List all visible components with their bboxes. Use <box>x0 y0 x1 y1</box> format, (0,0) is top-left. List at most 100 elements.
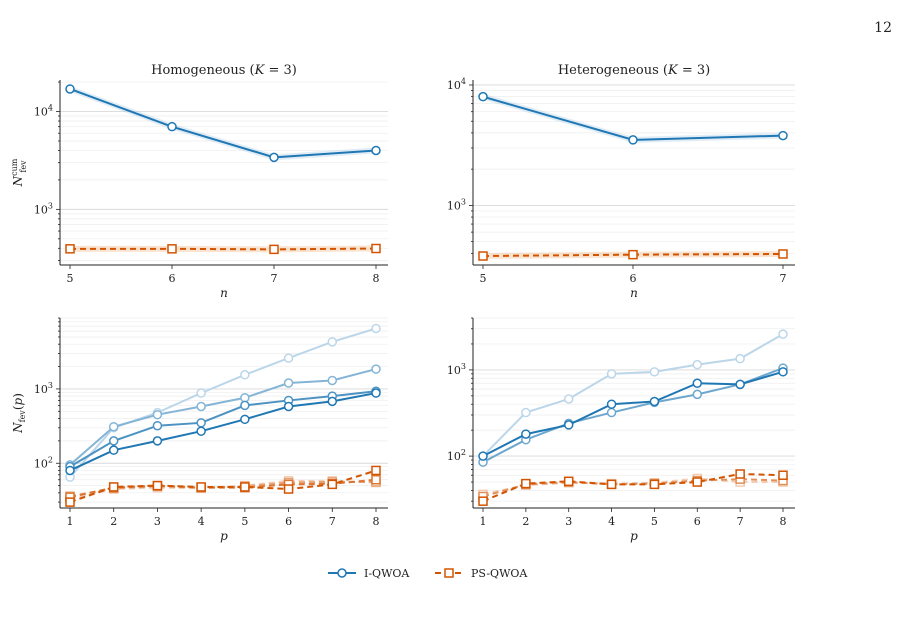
x-tick-label: 7 <box>737 515 744 528</box>
y-tick-label: 103 <box>34 201 53 216</box>
data-point <box>563 394 574 404</box>
data-point <box>65 84 75 94</box>
series-line <box>69 392 377 472</box>
homogeneous-p-panel: 102 103 1 2 3 4 5 6 7 8 p Nfev(p) <box>11 317 388 543</box>
chart-title: Heterogeneous (K = 3) <box>558 63 710 78</box>
x-tick-label: 6 <box>694 515 701 528</box>
y-tick-label: 102 <box>447 448 466 463</box>
x-tick-label: 8 <box>373 272 380 285</box>
y-tick-label: 104 <box>447 77 466 92</box>
data-point <box>269 152 279 163</box>
data-point <box>196 482 206 492</box>
data-point <box>65 244 75 254</box>
y-tick-label: 104 <box>34 104 53 119</box>
data-point <box>778 329 788 339</box>
x-tick-label: 1 <box>67 515 74 528</box>
data-point <box>65 497 75 507</box>
series-i-qwoa-n-7- <box>478 329 788 461</box>
data-point <box>478 496 488 506</box>
confidence-band <box>70 85 376 161</box>
data-point <box>478 251 488 261</box>
x-tick-label: 3 <box>565 515 572 528</box>
x-axis-label: n <box>220 286 228 300</box>
data-point <box>563 420 574 430</box>
data-point <box>240 393 250 403</box>
heterogeneous-p-panel: 102 103 1 2 3 4 5 6 7 8 p <box>447 317 795 543</box>
data-point <box>778 470 788 480</box>
homogeneous-n-panel: 103 104 5 6 7 8 n Ncumfev Homogeneous (K = 3) <box>10 63 388 300</box>
series-line <box>69 368 377 466</box>
data-point <box>240 400 250 411</box>
chart-title: Homogeneous (K = 3) <box>151 63 297 78</box>
data-point <box>371 474 381 485</box>
data-point <box>606 407 617 418</box>
data-point <box>283 353 294 363</box>
x-axis-label: n <box>630 286 638 300</box>
data-point <box>152 436 163 446</box>
data-point <box>735 353 745 364</box>
series-line <box>70 247 377 251</box>
x-tick-label: 6 <box>169 272 176 285</box>
x-tick-label: 5 <box>241 515 248 528</box>
data-point <box>240 414 250 425</box>
data-point <box>628 135 638 145</box>
x-tick-label: 4 <box>198 515 205 528</box>
series-ps-qwoa-n-5- <box>478 469 788 506</box>
series-line <box>69 469 377 504</box>
data-point <box>478 451 488 461</box>
data-point <box>240 370 250 380</box>
heterogeneous-n-panel: 103 104 5 6 7 n Heterogeneous (K = 3) <box>447 63 795 300</box>
data-point <box>327 396 338 407</box>
data-point <box>240 482 250 492</box>
x-tick-label: 8 <box>780 515 787 528</box>
data-point <box>283 484 294 494</box>
x-tick-label: 3 <box>154 515 161 528</box>
data-point <box>108 421 119 432</box>
data-point <box>196 426 206 436</box>
data-point <box>606 479 617 490</box>
data-point <box>692 359 703 370</box>
x-tick-label: 5 <box>67 272 74 285</box>
x-tick-label: 6 <box>285 515 292 528</box>
data-point <box>778 249 788 259</box>
legend-item-i-qwoa: I-QWOA <box>328 567 410 580</box>
x-tick-label: 5 <box>480 272 487 285</box>
data-point <box>649 479 660 490</box>
data-point <box>371 364 381 374</box>
x-axis-label: p <box>220 529 228 543</box>
data-point <box>65 465 75 476</box>
series-i-qwoa <box>478 91 788 145</box>
series-ps-qwoa-n-5- <box>65 465 381 507</box>
data-point <box>152 480 163 491</box>
legend-marker <box>337 568 347 578</box>
data-point <box>371 388 381 398</box>
data-point <box>371 145 381 156</box>
confidence-band <box>483 93 783 143</box>
page-number: 12 <box>874 20 892 36</box>
x-tick-label: 1 <box>480 515 487 528</box>
legend: I-QWOA PS-QWOA <box>328 567 528 580</box>
series-line <box>482 370 784 457</box>
series-line <box>69 390 377 468</box>
data-point <box>692 389 703 400</box>
series-i-qwoa <box>65 84 381 163</box>
data-point <box>778 130 788 141</box>
legend-label: I-QWOA <box>364 567 410 580</box>
x-tick-label: 4 <box>608 515 615 528</box>
data-point <box>283 378 294 388</box>
data-point <box>735 379 745 390</box>
data-point <box>327 375 338 386</box>
x-tick-label: 2 <box>110 515 117 528</box>
x-tick-label: 6 <box>630 272 637 285</box>
data-point <box>371 465 381 476</box>
data-point <box>649 367 660 377</box>
x-tick-label: 8 <box>373 515 380 528</box>
data-point <box>327 337 338 347</box>
x-axis-label: p <box>630 529 638 543</box>
series-ps-qwoa <box>478 249 788 261</box>
legend-label: PS-QWOA <box>471 567 528 580</box>
data-point <box>521 407 531 418</box>
data-point <box>167 244 177 254</box>
x-tick-label: 7 <box>329 515 336 528</box>
data-point <box>196 401 206 412</box>
